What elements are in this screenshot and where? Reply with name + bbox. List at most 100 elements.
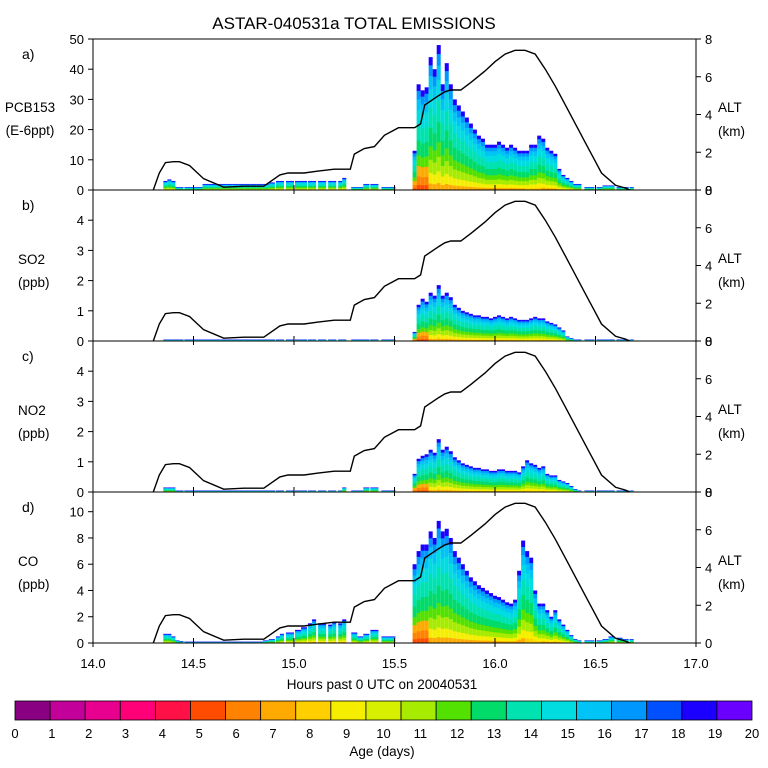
bar (505, 147, 510, 191)
bar-segment (275, 180, 280, 182)
bar-segment (577, 188, 582, 189)
bar-segment (525, 319, 530, 322)
bar-segment (456, 125, 461, 138)
bar-segment (480, 472, 485, 476)
bar-segment (332, 181, 337, 183)
bar-segment (484, 474, 489, 479)
bar-segment (476, 480, 481, 485)
bar-segment (464, 488, 469, 491)
bar-segment (549, 616, 554, 619)
bar (545, 473, 550, 493)
bar-segment (472, 170, 477, 177)
bar-segment (557, 479, 562, 481)
bar-segment (444, 446, 449, 450)
bar (436, 285, 441, 342)
bar-segment (602, 639, 609, 640)
bar-segment (476, 640, 481, 644)
bar-segment (424, 596, 429, 611)
bar-segment (629, 187, 634, 189)
bar (412, 473, 417, 493)
bar-segment (452, 133, 457, 148)
bar-segment (525, 481, 530, 486)
bar-segment (452, 551, 457, 557)
bar-segment (509, 318, 514, 321)
bar-segment (480, 150, 485, 159)
bar-segment (338, 636, 343, 639)
bar-segment (553, 178, 558, 182)
bar-segment (370, 489, 379, 491)
colorbar-swatch (154, 700, 191, 721)
bar-segment (412, 165, 417, 172)
bar-segment (545, 618, 550, 623)
bar-segment (513, 163, 518, 171)
bar-segment (484, 147, 489, 152)
bar-segment (318, 638, 327, 641)
bar-segment (448, 109, 453, 125)
bar-segment (553, 328, 558, 332)
bar-segment (557, 637, 562, 641)
bar-segment (525, 556, 530, 565)
bar-segment (565, 182, 570, 185)
bar-segment (456, 150, 461, 163)
bar-segment (416, 84, 421, 91)
bar-segment (537, 143, 542, 149)
bar-segment (569, 636, 574, 638)
bar-segment (608, 188, 615, 190)
bar-segment (163, 638, 168, 641)
bar (163, 180, 168, 191)
bar-segment (464, 626, 469, 634)
bar-segment (420, 143, 425, 158)
bar-segment (464, 619, 469, 627)
bar-segment (444, 93, 449, 112)
alt-tick-label: 0 (705, 334, 712, 349)
bar-segment (444, 160, 449, 174)
bar-segment (541, 488, 546, 492)
bar-segment (370, 633, 379, 636)
bar-segment (171, 489, 176, 491)
bar-segment (202, 184, 209, 186)
bar-segment (492, 472, 498, 475)
bar-segment (436, 474, 441, 481)
bar-segment (629, 642, 634, 643)
bar-segment (460, 474, 465, 479)
bar-segment (501, 640, 506, 644)
bar (357, 636, 364, 644)
bar-segment (561, 175, 566, 178)
bar-segment (460, 310, 465, 313)
bar-segment (529, 323, 534, 328)
bar-segment (428, 590, 433, 607)
panel-letter: b) (22, 197, 34, 213)
bar-segment (308, 630, 313, 635)
bar-segment (440, 306, 445, 314)
bar-segment (256, 187, 263, 189)
bar-segment (472, 484, 477, 487)
bar-segment (521, 540, 526, 548)
bar (275, 180, 280, 191)
bar-segment (553, 337, 558, 340)
bar-segment (460, 153, 465, 165)
bar-segment (452, 573, 457, 587)
bar-segment (573, 491, 578, 492)
bar (476, 135, 481, 191)
bar-segment (338, 623, 343, 625)
bar-segment (561, 487, 566, 489)
bar-segment (561, 631, 566, 635)
bar-segment (268, 641, 275, 643)
bar-segment (521, 322, 526, 326)
bar-segment (602, 640, 609, 641)
bar-segment (488, 175, 493, 180)
bar-segment (175, 641, 180, 643)
bar-segment (525, 472, 530, 478)
bar-segment (436, 338, 441, 342)
bar-segment (513, 599, 518, 603)
bar-segment (549, 634, 554, 638)
bar-segment (448, 155, 453, 166)
bar-segment (517, 321, 522, 324)
bar-segment (480, 617, 485, 626)
bar-segment (412, 153, 417, 157)
bar-segment (517, 336, 522, 339)
bar-segment (428, 295, 433, 300)
bar-segment (381, 640, 396, 642)
bar-segment (472, 318, 477, 322)
